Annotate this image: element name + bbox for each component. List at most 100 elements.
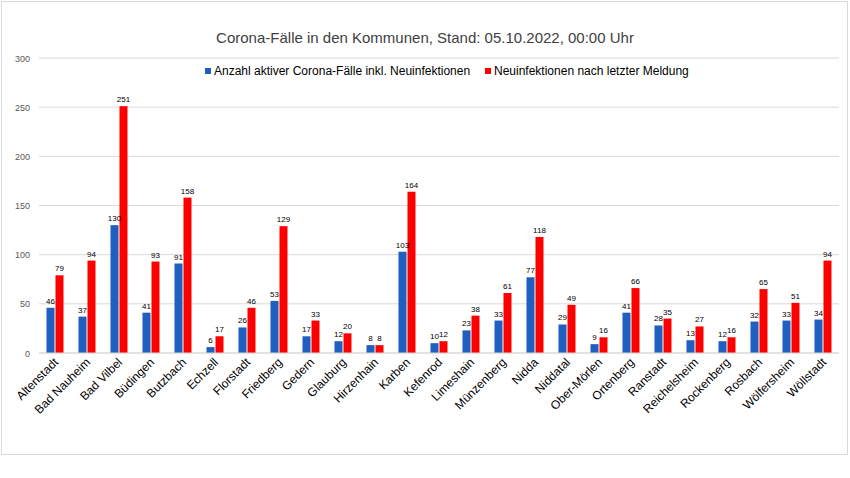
bar (88, 261, 96, 353)
bar (760, 289, 768, 353)
data-label: 29 (558, 313, 567, 322)
bar (591, 344, 599, 353)
bar (303, 336, 311, 353)
data-label: 51 (791, 292, 800, 301)
data-label: 12 (334, 330, 343, 339)
bar (600, 337, 608, 353)
bar (463, 330, 471, 353)
data-label: 33 (782, 310, 791, 319)
bar (632, 288, 640, 353)
y-tick-label: 100 (15, 250, 30, 260)
x-axis-line (39, 353, 839, 354)
bar (56, 275, 64, 353)
data-label: 93 (151, 251, 160, 260)
bar (344, 333, 352, 353)
legend-swatch (205, 68, 211, 74)
x-tick-label: Rockenberg (677, 355, 733, 411)
y-tick-label: 50 (20, 299, 30, 309)
bar (728, 337, 736, 353)
data-label: 8 (368, 334, 373, 343)
data-label: 6 (208, 336, 213, 345)
bar (536, 237, 544, 353)
bar (696, 326, 704, 353)
y-tick-label: 250 (15, 103, 30, 113)
data-label: 20 (343, 322, 352, 331)
grid-line (39, 58, 839, 59)
data-label: 158 (181, 187, 195, 196)
data-label: 23 (462, 319, 471, 328)
bar (495, 321, 503, 353)
bar (504, 293, 512, 353)
bar (239, 327, 247, 353)
bar (472, 316, 480, 353)
data-label: 94 (823, 250, 832, 259)
data-label: 41 (142, 302, 151, 311)
data-label: 46 (247, 297, 256, 306)
grid-line (39, 353, 839, 354)
bar (559, 324, 567, 353)
data-label: 118 (533, 226, 546, 235)
legend-label: Neuinfektionen nach letzter Meldung (494, 64, 689, 78)
bar (184, 198, 192, 353)
y-tick-label: 150 (15, 201, 30, 211)
bar (687, 340, 695, 353)
bar (207, 347, 215, 353)
bar (751, 322, 759, 353)
data-label: 27 (695, 315, 704, 324)
x-tick-label: Wölfersheim (740, 355, 797, 412)
bar (312, 321, 320, 353)
grid-line (39, 107, 839, 108)
data-label: 41 (622, 302, 631, 311)
bar (367, 345, 375, 353)
grid-line (39, 205, 839, 206)
legend-label: Anzahl aktiver Corona-Fälle inkl. Neuinf… (214, 64, 470, 78)
bar (783, 321, 791, 353)
data-label: 130 (108, 214, 122, 223)
data-label: 164 (405, 181, 419, 190)
data-label: 94 (87, 250, 96, 259)
x-tick-label: Münzenberg (452, 355, 509, 412)
data-label: 32 (750, 311, 759, 320)
grid-line (39, 156, 839, 157)
bar (120, 106, 128, 353)
bar (152, 262, 160, 353)
data-label: 37 (78, 306, 87, 315)
bar (824, 261, 832, 353)
data-label: 35 (663, 308, 672, 317)
bar (655, 325, 663, 353)
data-label: 66 (631, 277, 640, 286)
bar (175, 264, 183, 353)
bar (623, 313, 631, 353)
y-tick-label: 0 (25, 349, 30, 359)
bar (719, 341, 727, 353)
data-label: 16 (599, 326, 608, 335)
data-label: 9 (592, 333, 597, 342)
x-tick-label: Friedberg (239, 355, 285, 401)
x-tick-label: Ortenberg (589, 355, 637, 403)
data-label: 26 (238, 316, 247, 325)
legend-swatch (485, 68, 491, 74)
bar (143, 313, 151, 353)
data-label: 34 (814, 309, 823, 318)
legend: Anzahl aktiver Corona-Fälle inkl. Neuinf… (205, 64, 689, 78)
bar (815, 320, 823, 353)
data-label: 33 (494, 310, 503, 319)
data-label: 17 (302, 325, 311, 334)
bar (335, 341, 343, 353)
x-tick-label: Butzbach (144, 355, 189, 400)
bar (280, 226, 288, 353)
data-label: 33 (311, 310, 320, 319)
bar (271, 301, 279, 353)
data-label: 77 (526, 266, 535, 275)
data-label: 65 (759, 278, 768, 287)
data-label: 53 (270, 290, 279, 299)
data-label: 79 (55, 264, 64, 273)
data-label: 129 (277, 215, 291, 224)
data-label: 17 (215, 325, 224, 334)
bar (408, 192, 416, 353)
x-tick-label: Ober-Mörlen (548, 355, 606, 413)
chart-container: Corona-Fälle in den Kommunen, Stand: 05.… (0, 0, 850, 478)
bar (568, 305, 576, 353)
bar (111, 225, 119, 353)
chart-title: Corona-Fälle in den Kommunen, Stand: 05.… (216, 29, 634, 46)
